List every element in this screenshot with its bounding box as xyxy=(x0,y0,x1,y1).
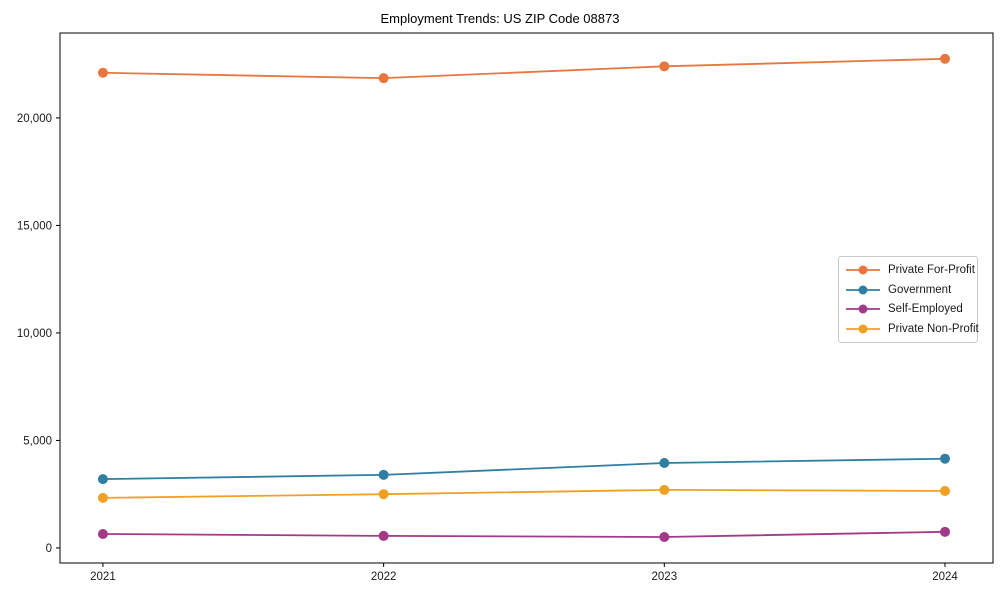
series-line-self-employed xyxy=(102,530,946,538)
data-point xyxy=(378,73,389,84)
data-point xyxy=(378,469,389,480)
legend-line-marker-icon xyxy=(846,324,880,334)
legend-line-marker-icon xyxy=(846,285,880,295)
plot-border xyxy=(59,32,994,564)
data-point xyxy=(659,484,670,495)
legend-item: Government xyxy=(845,280,971,299)
x-tick-label: 2024 xyxy=(932,571,958,583)
y-tick-label: 10,000 xyxy=(17,328,52,340)
data-point xyxy=(378,489,389,500)
legend-line-marker-icon xyxy=(846,304,880,314)
data-point xyxy=(97,492,108,503)
series-line-government xyxy=(102,457,946,481)
data-point xyxy=(659,531,670,542)
data-point xyxy=(659,458,670,469)
legend-label: Self-Employed xyxy=(888,303,963,316)
data-point xyxy=(940,485,951,496)
data-point xyxy=(97,67,108,78)
legend-label: Private For-Profit xyxy=(888,263,975,276)
y-tick-label: 5,000 xyxy=(23,435,52,447)
data-point xyxy=(378,530,389,541)
y-tick-label: 20,000 xyxy=(17,113,52,125)
data-point xyxy=(97,474,108,485)
legend-item: Self-Employed xyxy=(845,300,971,319)
legend-label: Government xyxy=(888,283,952,296)
x-tick-label: 2021 xyxy=(90,571,116,583)
series-line-private-for-profit xyxy=(102,57,946,80)
legend-item: Private For-Profit xyxy=(845,260,975,279)
data-point xyxy=(940,453,951,464)
legend-item: Private Non-Profit xyxy=(845,320,979,339)
legend-line-marker-icon xyxy=(846,265,880,275)
legend: Private For-Profit Government Self-Emplo… xyxy=(838,256,979,343)
data-point xyxy=(940,53,951,64)
chart-title: Employment Trends: US ZIP Code 08873 xyxy=(380,11,620,26)
y-tick-label: 15,000 xyxy=(17,220,52,232)
series-line-private-non-profit xyxy=(102,488,946,499)
data-point xyxy=(659,61,670,72)
data-point xyxy=(940,526,951,537)
x-tick-label: 2022 xyxy=(371,571,397,583)
y-tick-label: 0 xyxy=(46,543,52,555)
x-tick-label: 2023 xyxy=(652,571,678,583)
data-point xyxy=(97,528,108,539)
legend-label: Private Non-Profit xyxy=(888,323,979,336)
